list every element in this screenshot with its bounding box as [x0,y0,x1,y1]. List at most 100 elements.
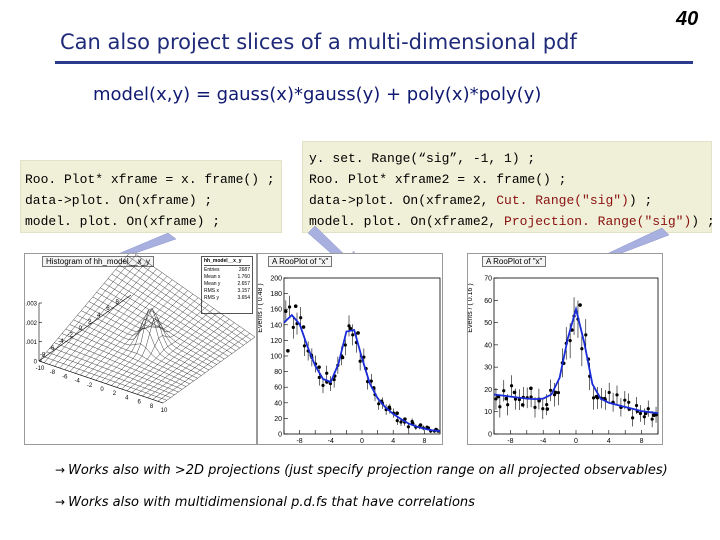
data-point [646,407,650,411]
code-box-slice-projection: y. set. Range(“sig”, -1, 1) ; Roo. Plot* … [302,141,715,233]
model-curve [493,305,659,415]
data-point [377,402,381,406]
x-tick-label: -2 [87,383,93,389]
data-point [549,388,553,392]
data-point [418,423,423,427]
x-tick-label: -8 [296,438,302,445]
mesh-line [121,308,214,390]
data-point [578,303,582,307]
stats-label: RMS y [204,295,219,301]
data-point [358,359,362,363]
x-tick-label: -4 [75,379,81,385]
stats-value: 1.760 [237,274,250,280]
note-higher-dim: → Works also with >2D projections (just s… [55,463,668,478]
x-tick-label: 8 [640,438,644,445]
y-tick-label: 6 [106,306,110,312]
code-text: ) ; [691,214,715,229]
mesh-line [85,283,178,377]
y-tick-label: 0 [79,326,83,332]
stats-value: 2.657 [237,281,250,287]
data-point [591,396,596,400]
y-tick-label: 180 [270,291,282,298]
mesh-line [49,258,142,365]
data-point [504,396,509,401]
data-point [317,375,321,380]
y-tick-label: 100 [270,354,282,361]
data-point [553,390,558,395]
histogram-2d-plot: Histogram of hh_model__x_y hh_model__x_y… [24,253,257,445]
slide-title: Can also project slices of a multi-dimen… [60,30,577,54]
data-point [568,339,572,343]
data-point [325,371,329,375]
model-formula: model(x,y) = gauss(x)*gauss(y) + poly(x)… [93,84,542,105]
data-point [506,403,510,407]
z-tick-label: 0.003 [25,302,38,308]
slide-number: 40 [676,8,699,30]
data-point [395,418,399,423]
mesh-line [131,315,225,393]
stats-value: 3.157 [237,288,250,294]
x-tick-label: 4 [607,438,611,445]
x-tick-label: 6 [138,400,142,406]
y-tick-label: 40 [484,342,492,349]
data-point [584,333,588,337]
x-tick-label: 0 [100,387,104,393]
y-tick-label: 140 [270,322,282,329]
data-point [348,326,353,331]
data-point [594,394,599,399]
data-point [513,397,518,401]
data-point [356,331,360,335]
data-point [287,305,292,309]
model-curve [283,313,441,432]
stats-row: Entries 2687 [204,267,250,274]
data-point [607,390,611,395]
y-axis-label: Events / ( 0.48 ) [258,283,264,332]
mesh-line [90,286,183,379]
data-point [369,379,373,383]
note-correlations: → Works also with multidimensional p.d.fs… [55,495,475,510]
y-tick-label: 160 [270,307,282,314]
stats-label: Mean y [204,281,221,287]
mesh-line [75,276,168,374]
arrow-bullet-icon: → [55,463,66,477]
data-point [498,405,502,409]
projection-range-call: Projection. Range("sig") [504,214,692,229]
stats-value: 3.654 [237,295,250,301]
data-point [343,343,347,347]
y-tick-label: 0 [278,432,282,439]
x-tick-label: 4 [391,438,395,445]
x-tick-label: 8 [422,438,426,445]
z-tick-label: 0 [34,360,38,366]
data-point [502,389,506,393]
x-axis [38,360,164,404]
mesh-line [95,290,188,381]
y-axis [38,294,132,362]
projection-plot-full: A RooPlot of "x" -8 -4 0 4 8 0 20 40 60 80 100 120 1… [257,253,443,445]
code-line: data->plot. On(xframe2, Cut. Range("sig"… [309,190,711,211]
data-point [529,395,533,399]
data-point [299,316,303,320]
data-point [291,325,295,330]
y-tick-label: 80 [274,369,282,376]
data-point [340,355,345,360]
title-underline [55,61,693,64]
mesh-line [64,268,157,370]
mesh-line [69,272,163,372]
code-line: data->plot. On(xframe) ; [25,193,213,208]
plot-frame [493,277,659,435]
x-tick-label: 4 [125,395,129,401]
y-tick-label: 200 [270,276,282,283]
code-box-full-projection: Roo. Plot* xframe = x. frame() ; data->pl… [20,160,282,233]
code-line: model. plot. On(xframe) ; [25,214,221,229]
stats-row: RMS y 3.654 [204,295,250,302]
data-point [395,411,399,415]
code-line: model. plot. On(xframe2, Projection. Ran… [309,211,715,232]
stats-name: hh_model__x_y [204,258,250,266]
data-point [580,347,584,351]
data-point [529,386,533,391]
y-tick-label: 40 [274,400,282,407]
data-point [537,398,541,403]
chart-projection-slice: -8-4048010203040506070xEvents / ( 0.16 ) [468,276,659,445]
data-point [302,344,307,348]
data-point [556,390,561,395]
